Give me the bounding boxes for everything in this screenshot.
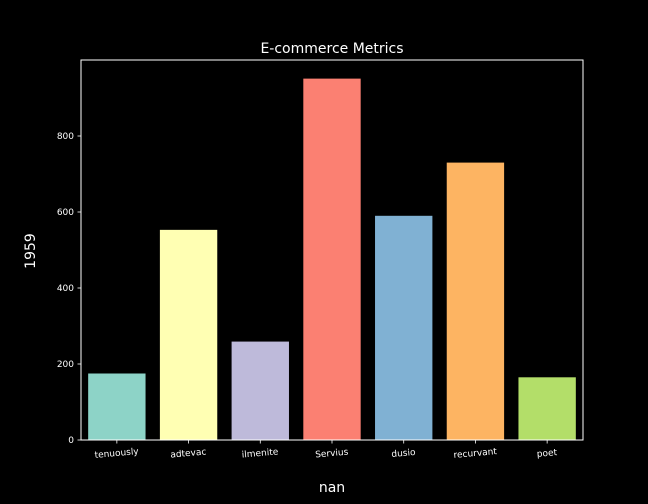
bar-Servius xyxy=(303,78,361,441)
y-axis-label: 1959 xyxy=(23,233,39,269)
bar-tenuously xyxy=(88,373,146,440)
x-tick-label: adtevac xyxy=(170,447,207,460)
chart-title: E-commerce Metrics xyxy=(260,41,403,57)
y-tick-label: 600 xyxy=(57,208,74,218)
y-tick-label: 800 xyxy=(57,132,74,142)
bar-dusio xyxy=(375,215,433,440)
bar-recurvant xyxy=(446,162,505,440)
x-tick-label: ilmenite xyxy=(241,447,279,460)
bars-group xyxy=(88,78,576,441)
x-axis-ticks: tenuously adtevac ilmenite Servius dusio recu… xyxy=(94,440,558,461)
bar-adtevac xyxy=(159,229,218,440)
x-tick-label: poet xyxy=(536,448,558,460)
x-tick-label: tenuously xyxy=(94,447,140,461)
x-tick-label: Servius xyxy=(315,448,349,461)
x-tick-label: dusio xyxy=(391,448,416,460)
plot-frame xyxy=(80,59,584,441)
x-tick-label: recurvant xyxy=(453,447,498,461)
y-tick-label: 200 xyxy=(57,360,74,370)
bar-ilmenite xyxy=(231,341,289,440)
y-tick-label: 0 xyxy=(68,436,74,446)
x-axis-label: nan xyxy=(319,480,345,496)
y-tick-label: 400 xyxy=(57,284,74,294)
bar-poet xyxy=(518,377,576,440)
y-axis-ticks: 0 200 400 600 800 xyxy=(57,132,81,446)
